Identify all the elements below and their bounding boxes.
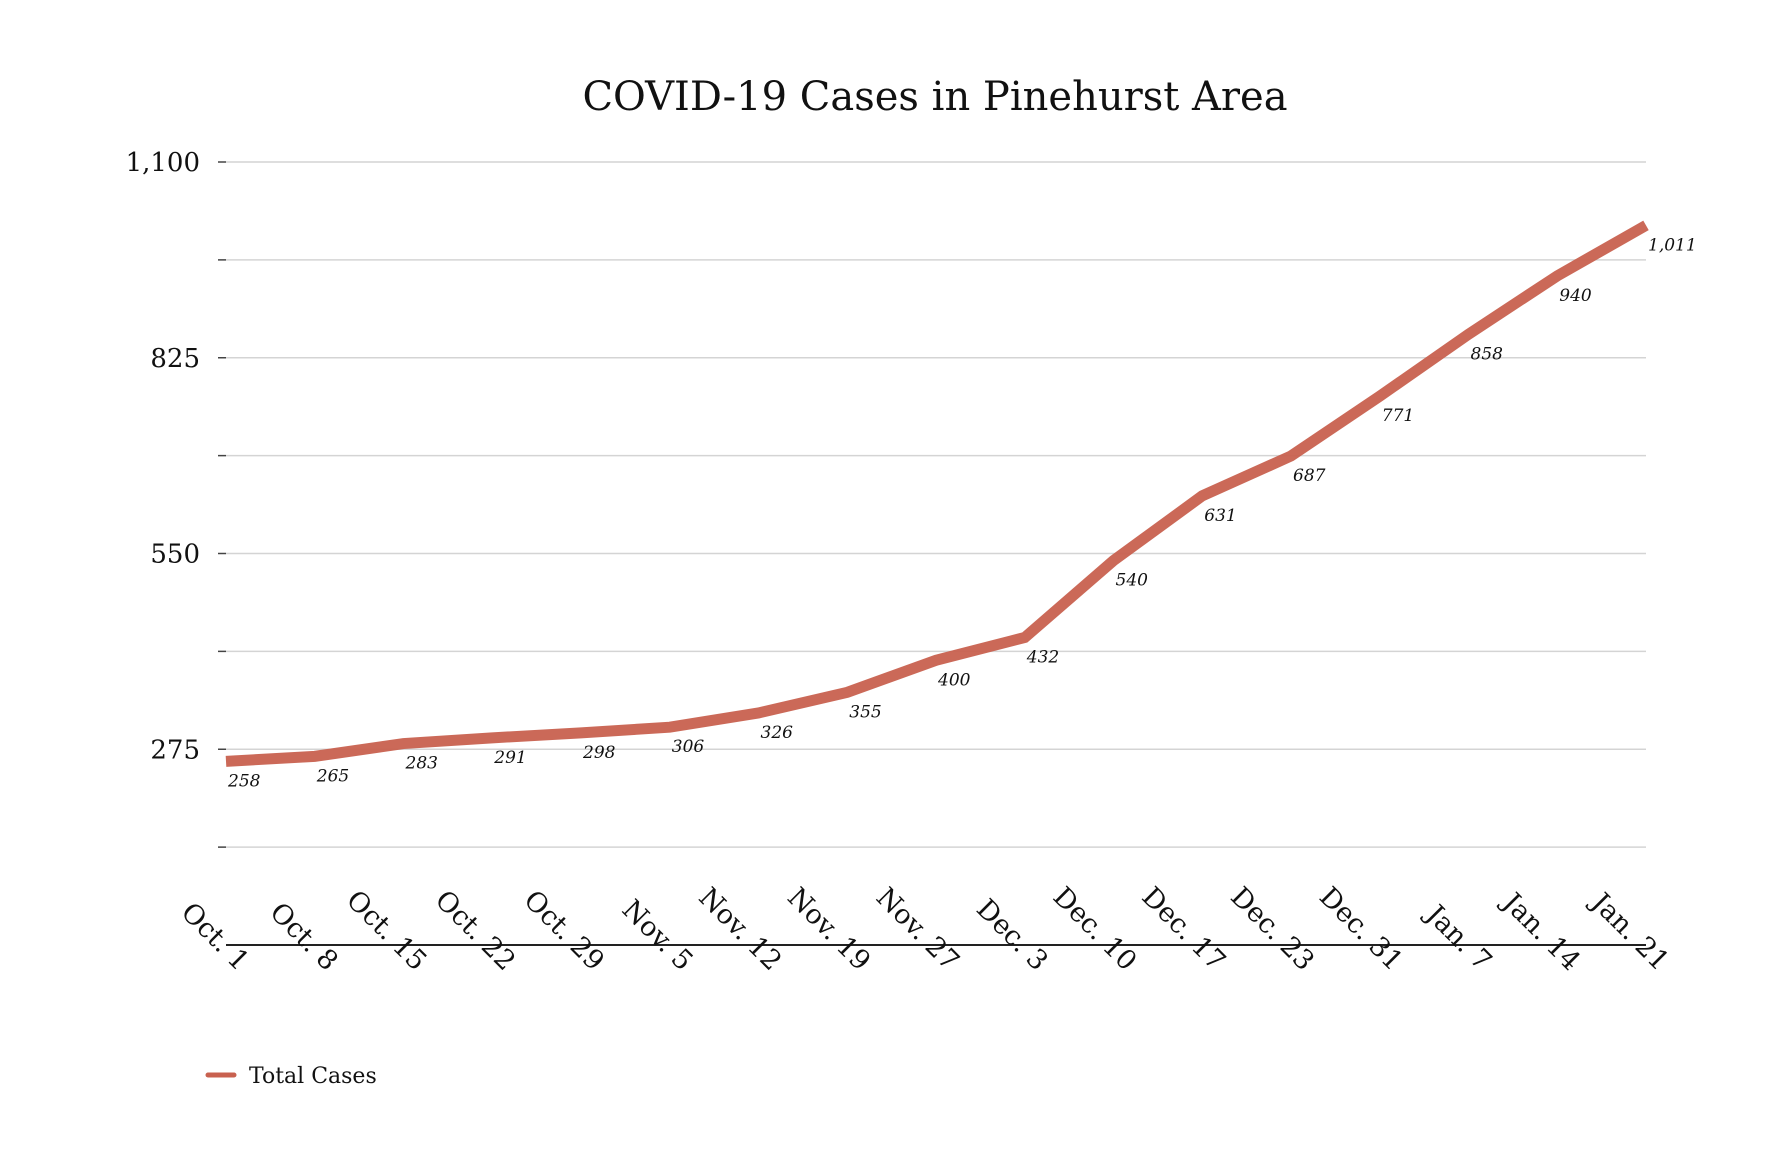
data-label: 771 xyxy=(1382,406,1414,426)
x-tick-label: Dec. 17 xyxy=(1136,881,1232,977)
data-label: 306 xyxy=(672,737,705,757)
gridlines xyxy=(226,161,1646,848)
data-label: 687 xyxy=(1293,466,1326,486)
x-tick-label: Oct. 8 xyxy=(263,897,343,977)
x-tick-label: Dec. 31 xyxy=(1313,881,1409,977)
x-tick-label: Jan. 14 xyxy=(1494,885,1586,977)
y-axis: 275 550 825 1,100 xyxy=(126,148,226,848)
data-label: 432 xyxy=(1026,647,1059,667)
x-tick-label: Dec. 23 xyxy=(1224,881,1320,977)
x-tick-label: Dec. 10 xyxy=(1047,881,1143,977)
x-tick-label: Nov. 5 xyxy=(616,894,699,977)
data-label: 291 xyxy=(493,748,526,768)
data-label: 298 xyxy=(582,743,616,763)
data-label: 258 xyxy=(227,771,261,791)
series-line-total-cases xyxy=(225,220,1649,767)
y-tick-label: 550 xyxy=(150,540,200,570)
x-tick-label: Nov. 27 xyxy=(870,882,965,977)
x-tick-label: Oct. 29 xyxy=(518,885,610,977)
data-label: 326 xyxy=(761,723,794,743)
legend-label: Total Cases xyxy=(249,1064,377,1089)
x-tick-label: Nov. 12 xyxy=(692,882,787,977)
x-tick-label: Oct. 1 xyxy=(175,897,255,977)
data-labels: 258 265 283 291 298 306 326 355 400 432 540 631 687 7… xyxy=(227,235,1697,791)
data-label: 858 xyxy=(1471,344,1504,364)
data-label: 540 xyxy=(1116,571,1149,591)
data-label: 631 xyxy=(1204,506,1236,526)
y-tick-label: 825 xyxy=(150,344,200,374)
data-label: 940 xyxy=(1559,286,1592,306)
data-label: 1,011 xyxy=(1648,235,1697,255)
x-tick-label: Jan. 21 xyxy=(1583,885,1675,977)
x-tick-label: Nov. 19 xyxy=(781,882,876,977)
x-tick-label: Dec. 3 xyxy=(970,893,1054,977)
data-label: 400 xyxy=(937,670,971,690)
y-tick-label: 275 xyxy=(150,735,200,765)
data-label: 283 xyxy=(405,754,438,774)
legend: Total Cases xyxy=(205,1064,377,1089)
chart-title: COVID-19 Cases in Pinehurst Area xyxy=(582,74,1287,120)
series-total-cases xyxy=(225,220,1649,767)
data-label: 265 xyxy=(316,766,349,786)
y-tick-label: 1,100 xyxy=(126,148,200,178)
data-label: 355 xyxy=(849,702,881,722)
x-tick-label: Oct. 22 xyxy=(429,885,521,977)
x-tick-label: Oct. 15 xyxy=(340,885,432,977)
x-tick-label: Jan. 7 xyxy=(1418,897,1498,977)
